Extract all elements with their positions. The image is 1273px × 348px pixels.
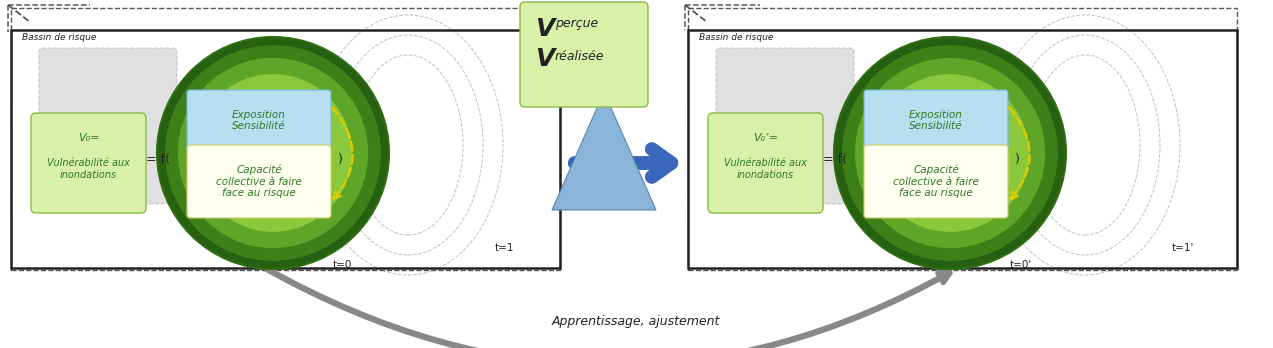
Ellipse shape [178, 58, 368, 248]
Text: Exposition
Sensibilité: Exposition Sensibilité [232, 110, 286, 131]
Polygon shape [552, 92, 656, 210]
Text: t=1': t=1' [1172, 243, 1194, 253]
Text: V: V [535, 17, 554, 41]
Ellipse shape [843, 45, 1058, 261]
Text: V₀’=: V₀’= [754, 133, 778, 143]
Text: Bassin de risque: Bassin de risque [22, 33, 97, 42]
FancyArrowPatch shape [267, 269, 950, 348]
FancyBboxPatch shape [864, 90, 1008, 151]
Text: t=0': t=0' [1009, 260, 1032, 270]
Ellipse shape [157, 37, 390, 269]
Ellipse shape [193, 74, 351, 232]
Text: Capacité
collective à faire
face au risque: Capacité collective à faire face au risq… [894, 165, 979, 198]
FancyBboxPatch shape [715, 48, 854, 204]
FancyBboxPatch shape [187, 90, 331, 151]
Text: t=0: t=0 [334, 260, 353, 270]
Text: Apprentissage, ajustement: Apprentissage, ajustement [551, 316, 721, 329]
Text: Exposition
Sensibilité: Exposition Sensibilité [909, 110, 962, 131]
Text: = f(: = f( [146, 153, 171, 166]
FancyArrowPatch shape [332, 107, 353, 199]
FancyBboxPatch shape [187, 145, 331, 218]
Text: Bassin de risque: Bassin de risque [699, 33, 774, 42]
FancyArrowPatch shape [1008, 107, 1030, 199]
Text: réalisée: réalisée [555, 50, 605, 63]
FancyBboxPatch shape [39, 48, 177, 204]
FancyBboxPatch shape [708, 113, 824, 213]
Ellipse shape [871, 74, 1029, 232]
Text: Vulnérabilité aux
inondations: Vulnérabilité aux inondations [724, 158, 807, 180]
Ellipse shape [165, 45, 381, 261]
Text: Vulnérabilité aux
inondations: Vulnérabilité aux inondations [47, 158, 130, 180]
Ellipse shape [892, 95, 1008, 211]
Ellipse shape [215, 95, 331, 211]
Text: t=1: t=1 [495, 243, 514, 253]
Text: V: V [535, 47, 554, 71]
FancyBboxPatch shape [864, 145, 1008, 218]
Text: ): ) [337, 153, 342, 166]
Text: V₀=: V₀= [78, 133, 99, 143]
Ellipse shape [855, 58, 1045, 248]
Text: = f(: = f( [824, 153, 847, 166]
FancyArrowPatch shape [575, 149, 671, 177]
Text: ): ) [1015, 153, 1020, 166]
FancyBboxPatch shape [31, 113, 146, 213]
Text: perçue: perçue [555, 16, 598, 30]
Text: Capacité
collective à faire
face au risque: Capacité collective à faire face au risq… [216, 165, 302, 198]
FancyBboxPatch shape [519, 2, 648, 107]
Ellipse shape [834, 37, 1066, 269]
